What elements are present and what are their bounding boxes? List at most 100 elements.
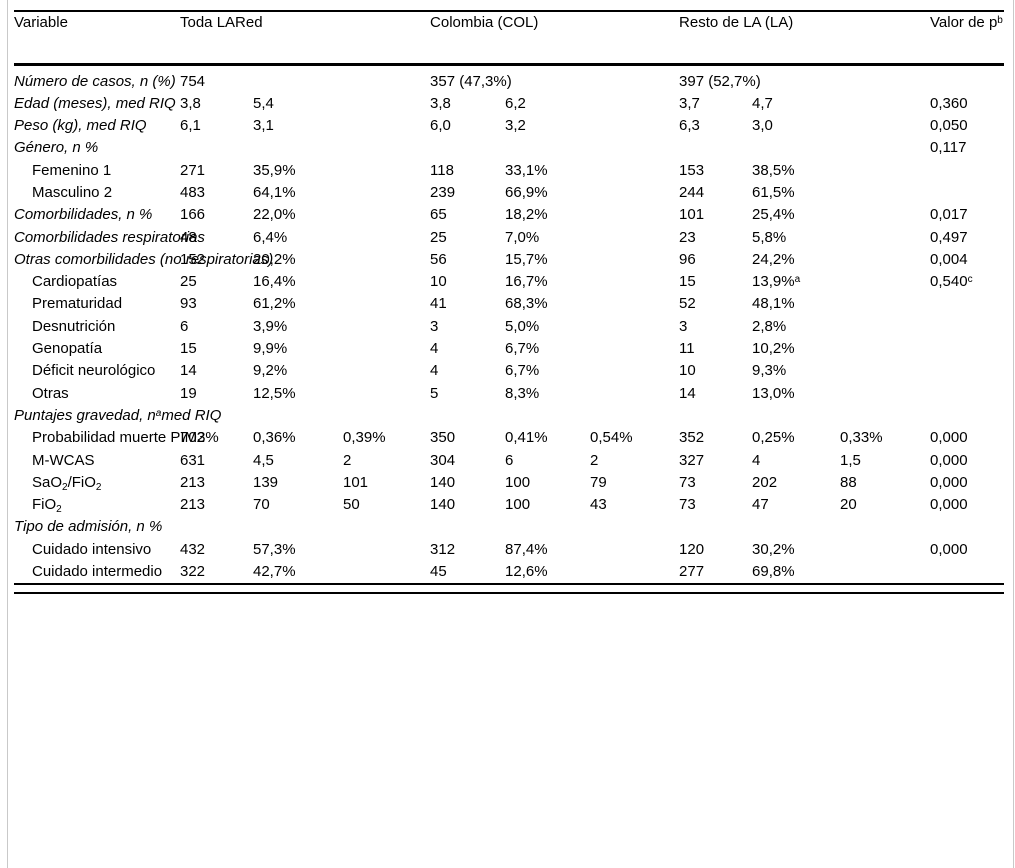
cell-value: 9,3%	[752, 362, 787, 380]
cell-value	[343, 516, 430, 538]
cell-value: 10,2%	[752, 340, 795, 358]
row-label: Cuidado intermedio	[32, 563, 163, 581]
cell-value: 213	[180, 473, 206, 491]
cell-value	[590, 561, 679, 583]
cell-value: 3	[679, 317, 688, 335]
cell-value	[752, 137, 840, 159]
cell-value	[253, 64, 343, 93]
cell-value	[590, 539, 679, 561]
cell-value	[930, 316, 1004, 338]
cell-value: 25	[430, 228, 447, 246]
cell-value	[930, 405, 1004, 427]
table-row: Desnutrición 6 3,9% 3 5,0% 3 2,8%	[14, 316, 1004, 338]
cell-value	[840, 338, 930, 360]
cell-value: 10	[430, 273, 447, 291]
cell-value	[840, 561, 930, 583]
cell-value	[840, 316, 930, 338]
cell-value: 38,5%	[752, 161, 795, 179]
cell-value: 483	[180, 183, 206, 201]
table-row: Comorbilidades respiratorias 48 6,4% 25 7,0%…	[14, 227, 1004, 249]
cell-value: 2	[343, 451, 352, 469]
cell-value: 397 (52,7%)	[679, 72, 761, 90]
cell-value	[343, 338, 430, 360]
table-row: Número de casos, n (%) 754 357 (47,3%) 397 …	[14, 64, 1004, 93]
cell-value: 118	[430, 161, 454, 179]
table-row: Probabilidad muerte PIM3% 702 0,36% 0,39% 35…	[14, 427, 1004, 449]
cell-value: 6,2	[505, 94, 526, 112]
row-label: Déficit neurológico	[32, 362, 156, 380]
cell-value: 702	[180, 429, 206, 447]
cell-value	[505, 516, 590, 538]
cell-value: 0,25%	[752, 429, 795, 447]
cell-value: 10	[679, 362, 696, 380]
cell-value: 0,497	[930, 228, 968, 246]
cell-value	[840, 293, 930, 315]
cell-value	[253, 516, 343, 538]
cell-value: 101	[679, 206, 705, 224]
row-label: Genopatía	[32, 340, 103, 358]
cell-value	[343, 160, 430, 182]
cell-value	[343, 539, 430, 561]
cell-value	[505, 405, 590, 427]
cell-value: 754	[180, 72, 206, 90]
table-row: Edad (meses), med RIQ 3,8 5,4 3,8 6,2 3,7 4,7 0…	[14, 93, 1004, 115]
cell-value: 42,7%	[253, 563, 296, 581]
cell-value: 3,7	[679, 94, 700, 112]
table-row: Déficit neurológico 14 9,2% 4 6,7% 10 9,3%	[14, 360, 1004, 382]
cell-value: 14	[679, 384, 696, 402]
cell-value	[505, 137, 590, 159]
cell-value: 24,2%	[752, 250, 795, 268]
cell-value: 3,2	[505, 117, 526, 135]
cell-value: 277	[679, 563, 705, 581]
cell-value: 30,2%	[752, 540, 795, 558]
cell-value: 100	[505, 496, 531, 514]
cell-value: 25	[180, 273, 197, 291]
row-label: Cardiopatías	[32, 273, 118, 291]
cell-value: 0,050	[930, 117, 968, 135]
cell-value	[930, 383, 1004, 405]
table-body: Número de casos, n (%) 754 357 (47,3%) 397 …	[14, 64, 1004, 583]
cell-value	[343, 204, 430, 226]
cell-value: 22,0%	[253, 206, 296, 224]
cell-value	[930, 64, 1004, 93]
table-row: Prematuridad 93 61,2% 41 68,3% 52 48,1%	[14, 293, 1004, 315]
cell-value: 0,36%	[253, 429, 296, 447]
row-label: Otras comorbilidades (no respiratorias)	[14, 250, 274, 268]
cell-value	[590, 516, 679, 538]
cell-value: 4,5	[253, 451, 274, 469]
cell-value	[343, 405, 430, 427]
table-row: Tipo de admisión, n %	[14, 516, 1004, 538]
cell-value: 357 (47,3%)	[430, 72, 512, 90]
cell-value	[840, 182, 930, 204]
cell-value	[343, 360, 430, 382]
cell-value: 52	[679, 295, 696, 313]
cell-value: 6,1	[180, 117, 201, 135]
cell-value	[180, 137, 253, 159]
cell-value: 3,8	[180, 94, 201, 112]
cell-value: 13,0%	[752, 384, 795, 402]
cell-value: 0,39%	[343, 429, 386, 447]
table-row: Cardiopatías 25 16,4% 10 16,7% 15 13,9%a 0,540c	[14, 271, 1004, 293]
cell-value	[590, 249, 679, 271]
cell-value	[430, 405, 505, 427]
table-row: FiO2 213 70 50 140 100 43 73 47 20 0,000	[14, 494, 1004, 516]
cell-value	[343, 93, 430, 115]
cell-value: 4	[430, 340, 439, 358]
cell-value: 41	[430, 295, 447, 313]
cell-value: 23	[679, 228, 696, 246]
cell-value: 139	[253, 473, 279, 491]
cell-value: 350	[430, 429, 456, 447]
cell-value	[840, 115, 930, 137]
cell-value: 0,540c	[930, 273, 973, 291]
cell-value	[930, 360, 1004, 382]
column-header-variable: Variable	[14, 11, 180, 66]
cell-value: 19	[180, 384, 197, 402]
cell-value: 0,33%	[840, 429, 883, 447]
cell-value	[590, 383, 679, 405]
cell-value: 20	[840, 496, 857, 514]
cell-value: 1,5	[840, 451, 861, 469]
cell-value: 48,1%	[752, 295, 795, 313]
cell-value: 70	[253, 496, 270, 514]
cell-value: 166	[180, 206, 206, 224]
row-label: Comorbilidades, n %	[14, 206, 153, 224]
